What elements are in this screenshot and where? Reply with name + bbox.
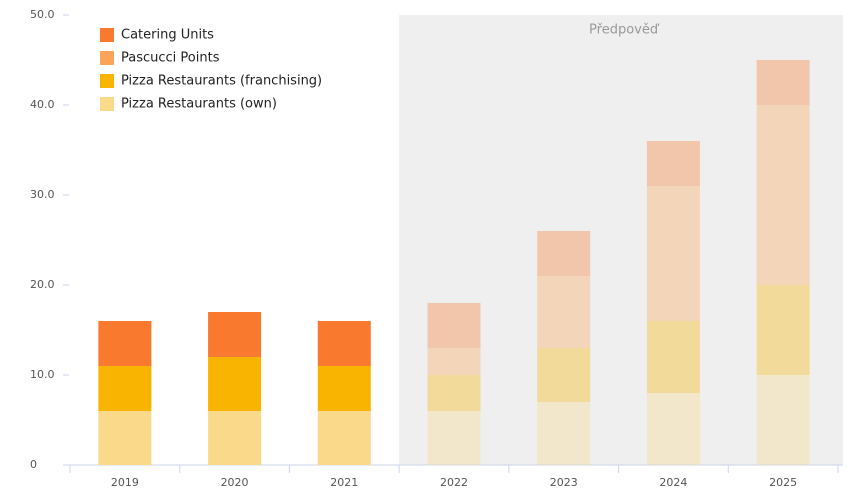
legend-swatch	[100, 74, 114, 88]
y-tick-label: 40.0	[30, 98, 55, 111]
x-tick-label: 2024	[659, 476, 687, 489]
bar-segment	[646, 393, 700, 465]
bar-segment	[98, 366, 152, 411]
x-tick-label: 2023	[550, 476, 578, 489]
bar-segment	[427, 375, 481, 411]
bar-segment	[427, 411, 481, 465]
bar-segment	[756, 105, 810, 285]
bar-segment	[317, 321, 371, 366]
bar-segment	[756, 375, 810, 465]
bar-segment	[208, 357, 262, 411]
x-tick-label: 2021	[330, 476, 358, 489]
bar-segment	[317, 366, 371, 411]
x-tick-label: 2020	[221, 476, 249, 489]
x-tick-label: 2025	[769, 476, 797, 489]
forecast-region	[399, 15, 843, 465]
x-tick-label: 2019	[111, 476, 139, 489]
y-tick-label: 10.0	[30, 368, 55, 381]
legend-label: Catering Units	[121, 28, 214, 43]
bar-segment	[646, 321, 700, 393]
legend-label: Pizza Restaurants (franchising)	[121, 74, 322, 89]
bar-segment	[537, 348, 591, 402]
bar-segment	[208, 312, 262, 357]
y-tick-label: 50.0	[30, 8, 55, 21]
y-tick-label: 0	[30, 458, 37, 471]
bar-segment	[98, 411, 152, 465]
legend-label: Pizza Restaurants (own)	[121, 97, 277, 112]
bar-segment	[756, 60, 810, 105]
legend-swatch	[100, 28, 114, 42]
legend-swatch	[100, 51, 114, 65]
bar-segment	[317, 411, 371, 465]
x-tick-label: 2022	[440, 476, 468, 489]
bar-segment	[537, 402, 591, 465]
legend-swatch	[100, 97, 114, 111]
y-tick-label: 20.0	[30, 278, 55, 291]
bar-segment	[646, 141, 700, 186]
bar-segment	[646, 186, 700, 321]
bar-segment	[427, 348, 481, 375]
bar-segment	[537, 231, 591, 276]
bar-segment	[756, 285, 810, 375]
bar-segment	[537, 276, 591, 348]
y-tick-label: 30.0	[30, 188, 55, 201]
forecast-label: Předpověď	[589, 23, 660, 38]
bar-segment	[427, 303, 481, 348]
bar-segment	[98, 321, 152, 366]
bar-segment	[208, 411, 262, 465]
legend-label: Pascucci Points	[121, 51, 220, 66]
